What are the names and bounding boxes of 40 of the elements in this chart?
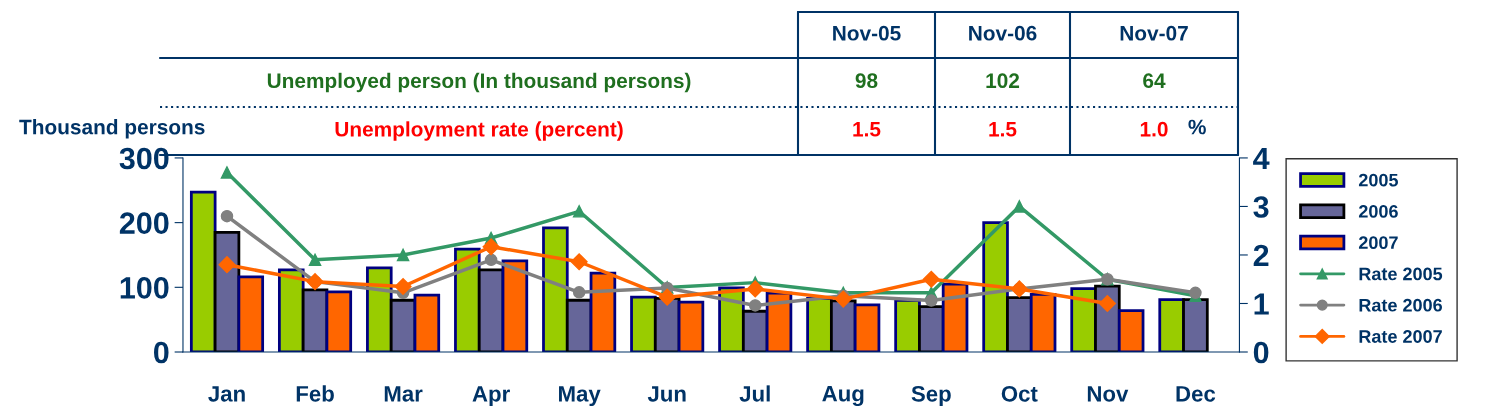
y-tick-label: 0 bbox=[154, 341, 169, 364]
text: 98 bbox=[855, 73, 878, 89]
x-tick-label: May bbox=[559, 386, 601, 406]
x-tick-label: Jan bbox=[208, 386, 245, 402]
text: 1.0 bbox=[1140, 121, 1168, 137]
x-tick-label: Sep bbox=[911, 385, 951, 406]
x-tick-label: Oct bbox=[1001, 385, 1038, 402]
legend-label: Rate 2005 bbox=[1359, 267, 1443, 281]
y2-tick-label: 2 bbox=[1253, 244, 1269, 267]
legend-label: 2006 bbox=[1358, 204, 1398, 218]
text: 1.5 bbox=[853, 122, 881, 137]
y-tick-label: 200 bbox=[119, 212, 169, 234]
y2-tick-label: 3 bbox=[1253, 196, 1269, 218]
x-tick-label: Nov bbox=[1087, 386, 1129, 402]
y-tick-label: 100 bbox=[120, 277, 169, 299]
x-tick-label: Aug bbox=[822, 386, 864, 406]
y-tick-label: 300 bbox=[119, 147, 169, 170]
y2-axis-title: % bbox=[1188, 119, 1206, 135]
y2-tick-label: 4 bbox=[1253, 147, 1270, 170]
text: Unemployment rate (percent) bbox=[335, 121, 623, 141]
x-tick-label: Jul bbox=[739, 385, 770, 402]
legend-label: Rate 2006 bbox=[1359, 298, 1442, 312]
x-tick-label: Jun bbox=[647, 386, 686, 402]
y2-tick-label: 1 bbox=[1254, 293, 1269, 315]
legend-label: 2005 bbox=[1358, 173, 1398, 187]
legend-label: 2007 bbox=[1358, 236, 1398, 250]
y2-tick-label: 0 bbox=[1253, 341, 1269, 364]
x-tick-label: Feb bbox=[296, 385, 334, 402]
text: 64 bbox=[1143, 73, 1166, 89]
x-tick-label: Dec bbox=[1176, 386, 1216, 402]
text: 1.5 bbox=[989, 122, 1017, 137]
text: Unemployed person (In thousand persons) bbox=[267, 72, 691, 93]
text: 102 bbox=[986, 73, 1020, 89]
y-axis-title: Thousand persons bbox=[19, 119, 205, 139]
text: Nov-05 bbox=[833, 25, 901, 41]
legend-label: Rate 2007 bbox=[1359, 330, 1442, 343]
x-tick-label: Mar bbox=[384, 386, 423, 402]
text: Nov-07 bbox=[1120, 25, 1188, 41]
text: Nov-06 bbox=[969, 25, 1037, 41]
x-tick-label: Apr bbox=[472, 386, 510, 406]
